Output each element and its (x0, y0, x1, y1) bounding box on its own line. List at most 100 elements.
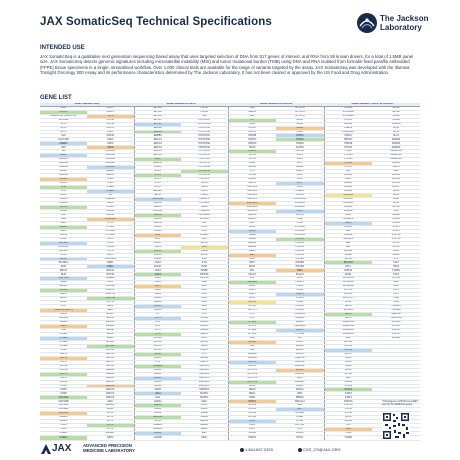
gene-cell: MAP3K1 (181, 376, 229, 381)
gene-cell: STAG1 (323, 384, 373, 389)
gene-cell: BCL10 (40, 233, 87, 238)
gene-cell: CBFB (40, 324, 87, 329)
table-row: BTG1 DOT1L FGFR2 JAK1 MST1R POLE RYBP TFRC (40, 300, 421, 306)
gene-cell: PRDM1 (276, 316, 325, 322)
gene-cell: GATA4 (133, 380, 181, 385)
table-row: CCNE1 EPCAM FOXO1 KRAS NF1 RAD21 SOCS1 (40, 344, 421, 349)
gene-cell: CTNNB1 (87, 233, 134, 238)
gene-cell: CUX1 (87, 241, 134, 246)
gene-cell: RNF43 (276, 431, 325, 437)
gene-cell: ERBB3 (133, 130, 181, 135)
table-row: CDK4 ERCC2 GATA6 MAP3K14 NPM1 RARA STAG1 (40, 384, 421, 389)
gene-cell: PTPRT (323, 165, 373, 171)
gene-cell: CDK8 (87, 145, 134, 151)
gene-cell: SRC (323, 376, 373, 381)
gene-cell: FANCD2 (133, 209, 181, 214)
phone-contact[interactable]: 1.844.837.2329 (240, 447, 273, 452)
gene-cell: RASA1 (323, 225, 373, 230)
gene-cell: KRAS (181, 344, 229, 349)
gene-cell: BCOR (40, 257, 87, 262)
gene-cell: H3F3B (181, 106, 229, 111)
gene-cell: CD276 (87, 110, 134, 115)
gene-cell: CHEK2 (87, 189, 134, 195)
gene-cell: CCND2 (40, 336, 87, 341)
gene-cell: RB1 (323, 229, 373, 234)
gene-cell: TCEB1 (323, 435, 373, 441)
table-row: BCL2L1 CUX1 FBXW7 IGF1R MED12 PIK3CA REL STK11 (40, 241, 421, 246)
gene-cell: MYCN (227, 324, 277, 329)
gene-cell: CDC73 (40, 372, 87, 377)
gene-cell: RET (323, 245, 373, 250)
gene-cell: SOX17 (323, 352, 373, 357)
gene-cell: RAB35 (323, 173, 373, 179)
gene-cell: NPM1 (227, 384, 277, 389)
gene-cell: PAX3 (276, 173, 325, 179)
gene-cell: SYK (372, 257, 421, 262)
gene-cell: CDKN1B (87, 153, 134, 159)
gene-cell: CHD2 (40, 423, 87, 429)
gene-cell: EPHA3 (133, 110, 181, 115)
gene-cell: FGF6 (133, 280, 181, 286)
gene-cell: LAMP1 (181, 348, 229, 353)
gene-cell: MAGI2 (181, 356, 229, 361)
gene-cell: RASA1 (276, 387, 325, 393)
gene-cell: HIST2H3D (181, 173, 229, 179)
gene-cell: ERCC3 (133, 145, 181, 151)
email-contact[interactable]: CSS_CS@JAX.ORG (298, 447, 341, 452)
gene-cell: RNF43 (323, 268, 373, 274)
gene-cell: FGF3 (133, 268, 181, 274)
gene-cell (372, 360, 421, 365)
gene-cell: PPP2R1A (323, 110, 373, 115)
gene-cell: RAD51B (323, 193, 373, 198)
gene-cell: ERCC1 (133, 137, 181, 143)
gene-cell: SOX2 (372, 189, 421, 195)
gene-cell: MYB (227, 312, 277, 318)
gene-cell (372, 407, 421, 413)
gene-cell: PARP1 (276, 169, 325, 175)
gene-list-footnote: *Orthologous to PIK3CA and MET; see info… (382, 400, 419, 406)
gene-cell: RIT1 (276, 427, 325, 433)
gene-cell: PTPN11 (276, 332, 325, 337)
gene-cell: BIRC3 (40, 268, 87, 274)
gene-cell: DIS3 (87, 280, 134, 286)
gene-cell: FGF7 (133, 284, 181, 290)
gene-cell: GRM3 (133, 431, 181, 437)
gene-cell: RAC1 (323, 177, 373, 183)
gene-cell: FBXW7 (133, 241, 181, 246)
gene-cell: BRCA2 (40, 288, 87, 294)
gene-cell: GID4 (133, 391, 181, 397)
gene-cell: BCL2 (40, 237, 87, 242)
gene-cell: TET1 (372, 288, 421, 294)
gene-cell: REL (276, 403, 325, 409)
gene-cell: HIST1H3F (181, 145, 229, 151)
table-row: BAP1 CTCF FANCG ID3 MAX PHF6 RARA STAG2 (40, 221, 421, 226)
gene-cell: EP300 (87, 340, 134, 345)
gene-cell: STAT4 (323, 395, 373, 401)
table-row: CDC73 ERBB3 GATA2 MAP2K4 NOTCH2 RAD54L SPTA1 (40, 372, 421, 377)
gene-cell: MAP2K1 (181, 364, 229, 369)
gene-cell: RAC1 (276, 340, 325, 345)
gene-cell: FANCL (133, 229, 181, 234)
gene-cell: DHX15 (87, 272, 134, 278)
gene-cell: JUN (181, 312, 229, 318)
gene-cell: CDKN2A (87, 157, 134, 163)
gene-cell: IRF2 (181, 284, 229, 290)
gene-cell: IDH2 (181, 229, 229, 234)
gene-cell: ZRSR2 (372, 336, 421, 341)
gene-cell: NUTM1 (227, 415, 277, 421)
gene-cell (372, 403, 421, 409)
gene-cell: EIF4A2 (87, 324, 134, 329)
gene-cell: ARID1A (40, 161, 87, 167)
gene-cell: RAD51 (276, 352, 325, 357)
gene-cell: CDK6 (40, 387, 87, 393)
gene-cell: RAD51B (276, 356, 325, 361)
gene-cell: ETV5 (87, 423, 134, 429)
gene-cell: HOXB13 (181, 201, 229, 206)
jax-arrow-icon (41, 444, 51, 454)
table-row: ARID2 CEBPA ETS1 HIST2H3C LYN PARP1 QKI SMO (40, 169, 421, 175)
gene-cell: GLI1 (133, 395, 181, 401)
gene-cell: STAG2 (323, 387, 373, 393)
gene-cell: HLA-C (181, 189, 229, 195)
table-row: ARID5B CENPA ETV1 HIST2H3D LZTR1 PAX3 RAB35 SNC… (40, 173, 421, 179)
table-row: ABL1 CD274 EPHA2 H3F3B KDR NOTCH2 PPM1D SDHD (40, 106, 421, 111)
